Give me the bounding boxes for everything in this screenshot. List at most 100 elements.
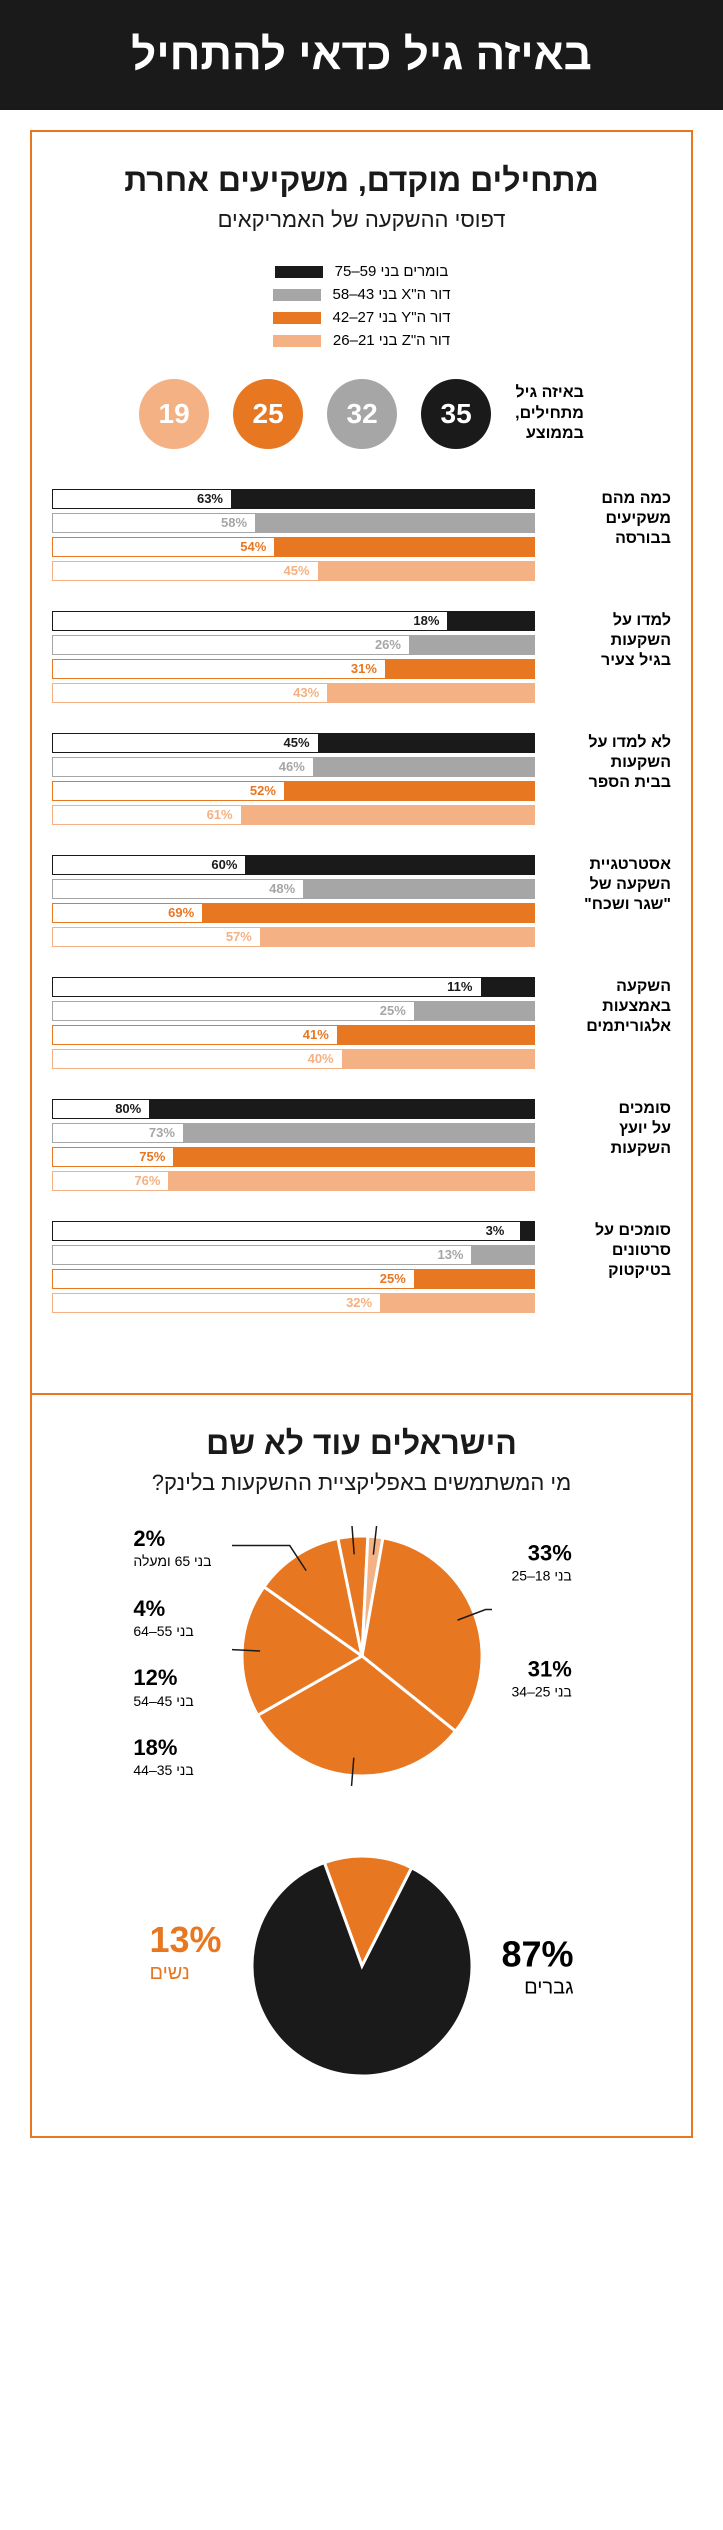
bar-value: 45% [284, 735, 310, 750]
legend-item: בומרים בני 59–75 [275, 263, 449, 280]
pie-label: 12%בני 45–54 [133, 1665, 211, 1711]
age-circle: 32 [327, 379, 397, 449]
bar-group: למדו עלהשקעותבגיל צעיר 18% 26% 31% 43% [52, 611, 671, 703]
bar-value: 11% [447, 979, 472, 994]
legend-swatch [273, 289, 321, 301]
section2-title: הישראלים עוד לא שם [52, 1425, 671, 1462]
bar-group: אסטרטגייתהשקעה של"שגר ושכח" 60% 48% 69% 57% [52, 855, 671, 947]
legend-swatch [275, 266, 323, 278]
bar-value: 13% [437, 1247, 463, 1262]
bar-group-label: כמה מהםמשקיעיםבבורסה [551, 489, 671, 581]
bar-group: השקעהבאמצעותאלגוריתמים 11% 25% 41% 40% [52, 977, 671, 1069]
legend-item: דור ה"X בני 43–58 [273, 286, 451, 303]
bar-value: 18% [413, 613, 439, 628]
bar-group-label: אסטרטגייתהשקעה של"שגר ושכח" [551, 855, 671, 947]
bar: 61% [52, 805, 535, 825]
bar-value: 80% [115, 1101, 141, 1116]
bar: 41% [52, 1025, 535, 1045]
bar-value: 54% [240, 539, 266, 554]
bar-group: לא למדו עלהשקעותבבית הספר 45% 46% 52% 61% [52, 733, 671, 825]
bar: 26% [52, 635, 535, 655]
bar: 40% [52, 1049, 535, 1069]
legend-item: דור ה"Z בני 21–26 [273, 332, 450, 349]
bar-value: 57% [226, 929, 252, 944]
bar: 45% [52, 733, 535, 753]
bar-value: 52% [250, 783, 276, 798]
bar-value: 32% [346, 1295, 372, 1310]
section-1: מתחילים מוקדם, משקיעים אחרת דפוסי ההשקעה… [30, 130, 693, 1395]
bar-group-label: סומכים עלסרטוניםבטיקטוק [551, 1221, 671, 1313]
bar: 46% [52, 757, 535, 777]
ages-row: באיזה גילמתחילים,בממוצע 35 32 25 19 [52, 379, 671, 449]
section1-subtitle: דפוסי ההשקעה של האמריקאים [52, 207, 671, 233]
legend-label: בומרים בני 59–75 [335, 263, 449, 280]
legend-swatch [273, 312, 321, 324]
bar-value: 63% [197, 491, 223, 506]
bar-group: סומכים עלסרטוניםבטיקטוק 3% 13% 25% 32% [52, 1221, 671, 1313]
bar-value: 26% [375, 637, 401, 652]
bar-group: סומכיםעל יועץהשקעות80%73%75%76% [52, 1099, 671, 1191]
bar-value: 25% [380, 1003, 406, 1018]
bar: 58% [52, 513, 535, 533]
pie-gender-svg [242, 1846, 482, 2086]
bar: 13% [52, 1245, 535, 1265]
section1-title: מתחילים מוקדם, משקיעים אחרת [52, 162, 671, 199]
bar: 48% [52, 879, 535, 899]
legend-label: דור ה"Z בני 21–26 [333, 332, 450, 349]
bar: 32% [52, 1293, 535, 1313]
pie-label: 4%בני 55–64 [133, 1596, 211, 1642]
pie-label: 18%בני 35–44 [133, 1735, 211, 1781]
bar-value: 76% [134, 1173, 160, 1188]
pie-label: 2%בני 65 ומעלה [133, 1526, 211, 1572]
pie-label: 33%בני 18–25 [512, 1540, 572, 1586]
legend: בומרים בני 59–75 דור ה"X בני 43–58 דור ה"Y… [52, 263, 671, 349]
bar: 63% [52, 489, 535, 509]
bar-value: 58% [221, 515, 247, 530]
legend-item: דור ה"Y בני 27–42 [273, 309, 451, 326]
bar-value: 25% [380, 1271, 406, 1286]
bar: 11% [52, 977, 535, 997]
pie-label: 31%בני 25–34 [512, 1656, 572, 1702]
bar-group-label: למדו עלהשקעותבגיל צעיר [551, 611, 671, 703]
bar-value: 3% [486, 1223, 505, 1238]
page-title: באיזה גיל כדאי להתחיל [0, 0, 723, 110]
bar-value: 40% [308, 1051, 334, 1066]
section-2: הישראלים עוד לא שם מי המשתמשים באפליקציי… [30, 1393, 693, 2138]
legend-label: דור ה"Y בני 27–42 [333, 309, 451, 326]
bar: 52% [52, 781, 535, 801]
bar-value: 43% [293, 685, 319, 700]
bar-group-label: סומכיםעל יועץהשקעות [551, 1099, 671, 1191]
bar: 54% [52, 537, 535, 557]
bar-value: 61% [207, 807, 233, 822]
bar: 43% [52, 683, 535, 703]
gender-women: 13% נשים [149, 1918, 221, 1985]
bar-value: 73% [149, 1125, 175, 1140]
bar: 25% [52, 1269, 535, 1289]
ages-label: באיזה גילמתחילים,בממוצע [515, 383, 584, 445]
gender-men: 87% גברים [502, 1932, 574, 1999]
bar: 80% [52, 1099, 535, 1119]
bar-group: כמה מהםמשקיעיםבבורסה 63% 58% 54% 45% [52, 489, 671, 581]
age-circle: 35 [421, 379, 491, 449]
bar-value: 69% [168, 905, 194, 920]
bar: 76% [52, 1171, 535, 1191]
bar-value: 45% [284, 563, 310, 578]
bar-group-label: לא למדו עלהשקעותבבית הספר [551, 733, 671, 825]
bar: 73% [52, 1123, 535, 1143]
age-circle: 19 [139, 379, 209, 449]
legend-label: דור ה"X בני 43–58 [333, 286, 451, 303]
section2-subtitle: מי המשתמשים באפליקציית ההשקעות בלינק? [52, 1470, 671, 1496]
bar-value: 31% [351, 661, 377, 676]
bar: 60% [52, 855, 535, 875]
bar: 57% [52, 927, 535, 947]
pie-age-svg [232, 1526, 492, 1786]
age-circle: 25 [233, 379, 303, 449]
age-pie: 33%בני 18–25 31%בני 25–34 2%בני 65 ומעלה 4… [52, 1526, 671, 1786]
bar-group-label: השקעהבאמצעותאלגוריתמים [551, 977, 671, 1069]
gender-pie-block: 87% גברים 13% נשים [52, 1846, 671, 2086]
bar: 45% [52, 561, 535, 581]
bar: 18% [52, 611, 535, 631]
legend-swatch [273, 335, 321, 347]
bar-value: 41% [303, 1027, 329, 1042]
bar: 25% [52, 1001, 535, 1021]
